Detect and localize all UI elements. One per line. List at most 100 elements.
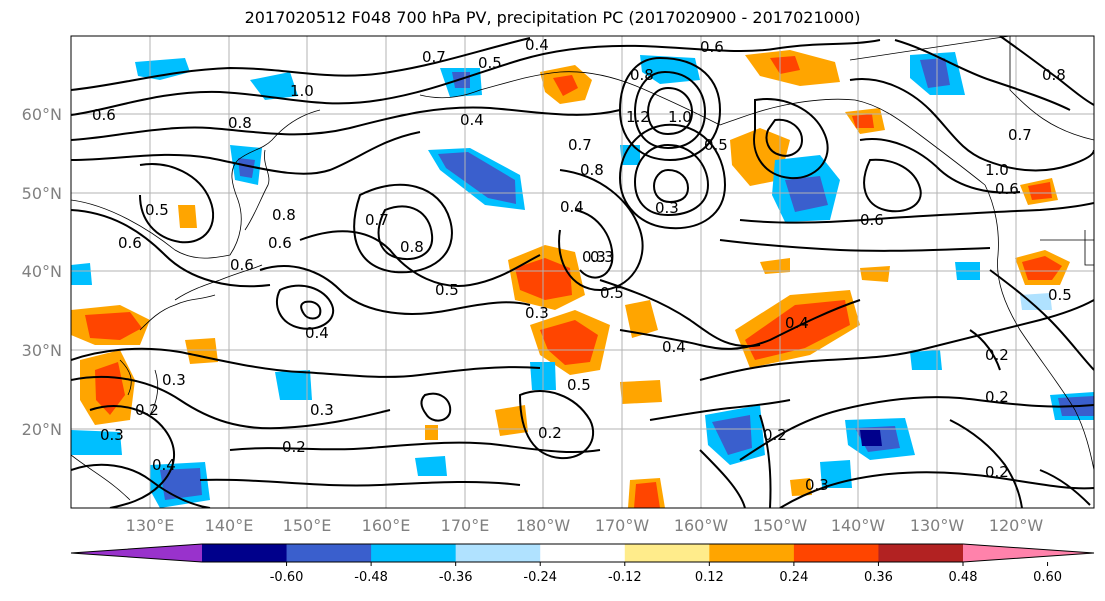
precip-patch: [71, 263, 92, 285]
contour-label: 0.5: [145, 201, 169, 219]
contour-label: 1.0: [290, 82, 314, 100]
colorbar-outline: [70, 543, 1095, 563]
precip-patch: [185, 338, 218, 364]
precip-patch: [712, 415, 752, 455]
precip-patch: [71, 430, 122, 455]
contour-label: 0.8: [580, 161, 604, 179]
contour-label: 0.6: [700, 38, 724, 56]
latitude-label: 60°N: [22, 105, 62, 124]
colorbar: -0.60 -0.48 -0.36 -0.24 -0.12 0.12 0.24 0.36 0.4…: [70, 543, 1095, 585]
precip-patch: [160, 468, 202, 500]
contour-label: 0.6: [230, 256, 254, 274]
precip-patch: [85, 312, 142, 340]
contour-label: 0.3: [590, 248, 614, 266]
longitude-label: 150°E: [283, 516, 332, 535]
contour-label: 0.3: [162, 371, 186, 389]
latitude-label: 30°N: [22, 341, 62, 360]
colorbar-segment: [286, 544, 372, 562]
gridlines: [71, 36, 1094, 508]
precip-patch: [620, 145, 640, 165]
precip-patch: [785, 176, 828, 212]
contour-label: 0.5: [478, 54, 502, 72]
contour-label: 0.7: [422, 48, 446, 66]
colorbar-tick-label: -0.48: [354, 570, 388, 585]
colorbar-extend-high: [963, 544, 1094, 562]
contour-label: 0.7: [568, 136, 592, 154]
precip-patch: [760, 258, 790, 274]
colorbar-tick-label: 0.48: [949, 570, 978, 585]
contour-labels: 0.6 1.0 0.8 0.7 0.5 0.4 0.6 0.8 1.2 1.0 …: [92, 36, 1072, 494]
precip-patch: [275, 370, 312, 400]
longitude-label: 150°W: [753, 516, 808, 535]
colorbar-tick-label: 0.36: [864, 570, 893, 585]
contour-label: 0.5: [435, 281, 459, 299]
latitude-label: 40°N: [22, 262, 62, 281]
longitude-label: 170°E: [441, 516, 490, 535]
precip-patch: [495, 405, 528, 436]
colorbar-tick-label: -0.60: [270, 570, 304, 585]
precip-patch: [1020, 293, 1052, 310]
precip-patch: [1028, 182, 1052, 200]
contour-label: 0.6: [995, 180, 1019, 198]
contour-label: 0.3: [582, 248, 606, 266]
precip-patch: [250, 72, 298, 100]
precip-patch: [625, 300, 658, 338]
colorbar-segment: [371, 544, 457, 562]
longitude-label: 160°W: [674, 516, 729, 535]
precip-patch: [634, 482, 660, 508]
precip-patch: [920, 58, 950, 88]
precip-patch: [790, 478, 812, 496]
colorbar-segment: [540, 544, 626, 562]
contour-label: 0.2: [985, 346, 1009, 364]
contour-label: 0.6: [92, 106, 116, 124]
precip-patch: [860, 430, 882, 446]
precip-patch: [1022, 256, 1062, 280]
contour-label: 0.3: [655, 199, 679, 217]
contour-label: 0.2: [538, 424, 562, 442]
contour-label: 0.5: [567, 376, 591, 394]
contour-label: 0.4: [525, 36, 549, 54]
colorbar-tick-label: 0.12: [695, 570, 724, 585]
colorbar-tick-label: -0.12: [608, 570, 642, 585]
precipitation-shading: [71, 50, 1094, 508]
contour-label: 0.2: [135, 401, 159, 419]
contour-label: 0.5: [1048, 286, 1072, 304]
contour-label: 0.4: [785, 314, 809, 332]
contour-label: 0.8: [630, 66, 654, 84]
contour-label: 0.5: [704, 136, 728, 154]
colorbar-tick-label: -0.36: [439, 570, 473, 585]
colorbar-segment: [793, 544, 879, 562]
contour-label: 0.8: [228, 114, 252, 132]
contour-label: 0.3: [100, 426, 124, 444]
contour-label: 1.0: [668, 108, 692, 126]
precip-patch: [438, 152, 516, 204]
precip-patch: [135, 58, 190, 80]
colorbar-tick-label: -0.24: [523, 570, 557, 585]
latitude-label: 50°N: [22, 184, 62, 203]
contour-label: 0.3: [805, 476, 829, 494]
colorbar-extend-low: [71, 544, 202, 562]
contour-label: 0.3: [525, 304, 549, 322]
precip-patch: [860, 266, 890, 282]
pv-contours: [71, 36, 1094, 508]
contour-label: 0.8: [1042, 66, 1066, 84]
contour-label: 0.7: [365, 211, 389, 229]
contour-label: 0.4: [560, 198, 584, 216]
contour-label: 0.2: [282, 438, 306, 456]
plot-title: 2017020512 F048 700 hPa PV, precipitatio…: [244, 8, 861, 27]
colorbar-segment: [202, 544, 288, 562]
contour-label: 0.4: [152, 456, 176, 474]
longitude-labels: 130°E 140°E 150°E 160°E 170°E 180°W 170°…: [126, 516, 1044, 535]
colorbar-tick-label: 0.60: [1033, 570, 1062, 585]
longitude-label: 180°W: [516, 516, 571, 535]
contour-label: 0.6: [118, 234, 142, 252]
contour-label: 0.4: [460, 111, 484, 129]
colorbar-segment: [455, 544, 541, 562]
contour-label: 1.2: [626, 108, 650, 126]
contour-label: 0.8: [400, 238, 424, 256]
precip-patch: [553, 75, 578, 96]
longitude-label: 120°W: [989, 516, 1044, 535]
contour-label: 0.4: [305, 324, 329, 342]
map-frame: [70, 35, 1095, 509]
